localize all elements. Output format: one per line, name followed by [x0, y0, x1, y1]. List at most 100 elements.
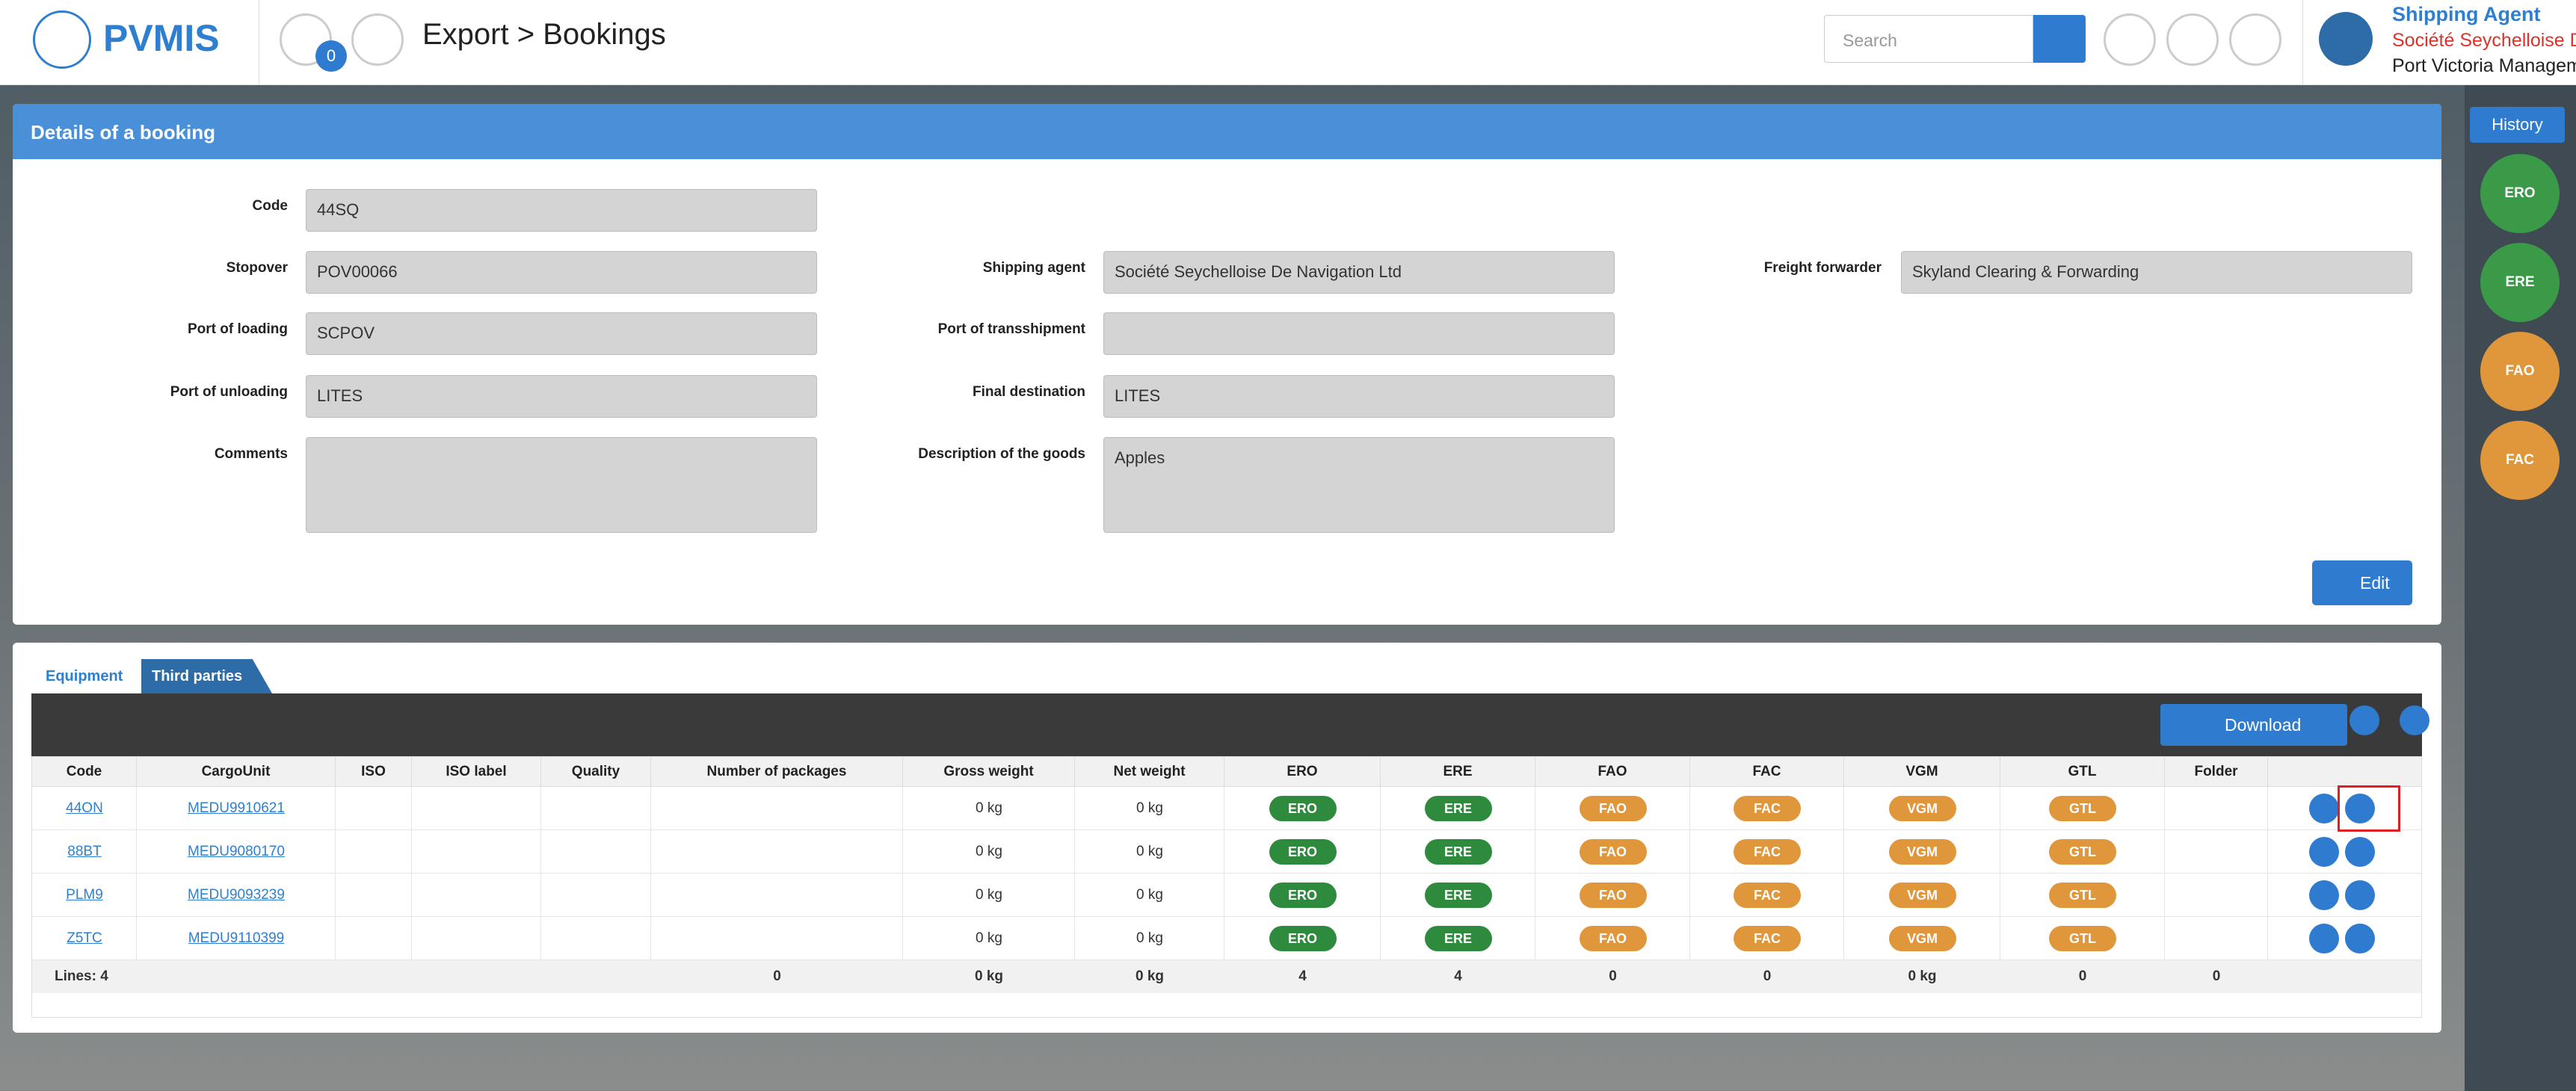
status-pill[interactable]: FAC	[1734, 796, 1801, 821]
status-pill[interactable]: GTL	[2049, 883, 2116, 908]
table-cell	[1075, 874, 1224, 917]
row-document-button[interactable]	[2345, 880, 2375, 910]
history-step[interactable]: FAO	[2480, 332, 2560, 411]
row-edit-button[interactable]	[2309, 794, 2339, 823]
avatar[interactable]	[2319, 12, 2373, 66]
add-button[interactable]	[2400, 705, 2429, 735]
footer-cell: 0	[773, 968, 781, 984]
cell-link[interactable]: 88BT	[67, 844, 102, 859]
footer-cell: 0 kg	[1908, 968, 1937, 984]
cell-link[interactable]: 44ON	[66, 800, 103, 816]
status-pill[interactable]: ERO	[1269, 796, 1337, 821]
settings-button[interactable]	[2166, 13, 2219, 66]
column-header: Code	[32, 757, 137, 787]
textarea[interactable]	[306, 437, 817, 533]
breadcrumb: Export > Bookings	[422, 18, 666, 51]
logo-text[interactable]: PVMIS	[103, 17, 220, 59]
status-pill[interactable]: ERE	[1424, 926, 1492, 951]
status-pill[interactable]: GTL	[2049, 926, 2116, 951]
status-pill[interactable]: VGM	[1888, 839, 1956, 865]
field-label: Port of loading	[187, 321, 288, 337]
text-input[interactable]: Skyland Clearing & Forwarding	[1901, 251, 2412, 294]
search-button[interactable]	[2033, 15, 2086, 63]
column-header: ERE	[1381, 757, 1535, 787]
power-button[interactable]	[2104, 13, 2156, 66]
cell-link[interactable]: MEDU9110399	[188, 930, 285, 946]
footer-row	[32, 960, 2421, 993]
table-cell	[2165, 917, 2268, 960]
footer-cell: 0	[2212, 968, 2221, 984]
status-pill[interactable]: FAO	[1579, 883, 1647, 908]
bulk-edit-button[interactable]	[2349, 705, 2379, 735]
text-input[interactable]: LITES	[306, 375, 817, 418]
status-pill[interactable]: ERO	[1269, 839, 1337, 865]
history-step[interactable]: ERO	[2480, 154, 2560, 233]
download-button[interactable]: Download	[2160, 704, 2347, 746]
status-pill[interactable]: GTL	[2049, 839, 2116, 865]
text-input[interactable]: 44SQ	[306, 189, 817, 232]
status-pill[interactable]: VGM	[1888, 926, 1956, 951]
row-edit-button[interactable]	[2309, 837, 2339, 867]
field-label: Code	[252, 198, 289, 214]
cell-link[interactable]: PLM9	[66, 887, 103, 903]
text-input[interactable]: LITES	[1103, 375, 1615, 418]
textarea[interactable]: Apples	[1103, 437, 1615, 533]
column-header: Folder	[2165, 757, 2268, 787]
row-document-button[interactable]	[2345, 924, 2375, 954]
panel-title: Details of a booking	[13, 104, 2441, 159]
text-input[interactable]: SCPOV	[306, 312, 817, 355]
row-edit-button[interactable]	[2309, 880, 2339, 910]
refresh-button[interactable]	[351, 13, 404, 66]
tab-active[interactable]: Third parties	[141, 659, 272, 693]
documents-button[interactable]	[280, 13, 332, 66]
search-input[interactable]: Search	[1824, 15, 2033, 63]
status-pill[interactable]: ERE	[1424, 796, 1492, 821]
cell-text: 0 kg	[1136, 930, 1163, 946]
status-pill[interactable]: FAO	[1579, 839, 1647, 865]
table-cell	[336, 787, 412, 830]
field-label: Final destination	[973, 384, 1085, 400]
text-input[interactable]: POV00066	[306, 251, 817, 294]
row-edit-button[interactable]	[2309, 924, 2339, 954]
info-button[interactable]	[2229, 13, 2281, 66]
text-input[interactable]: Société Seychelloise De Navigation Ltd	[1103, 251, 1615, 294]
history-step[interactable]: FAC	[2480, 421, 2560, 500]
status-pill[interactable]: ERO	[1269, 926, 1337, 951]
table-cell	[336, 830, 412, 874]
status-pill[interactable]: GTL	[2049, 796, 2116, 821]
table-cell	[412, 830, 541, 874]
status-pill[interactable]: FAC	[1734, 839, 1801, 865]
status-pill[interactable]: FAO	[1579, 926, 1647, 951]
cell-link[interactable]: MEDU9080170	[188, 844, 285, 859]
row-document-button[interactable]	[2345, 794, 2375, 823]
status-pill[interactable]: ERO	[1269, 883, 1337, 908]
status-pill[interactable]: VGM	[1888, 883, 1956, 908]
history-button[interactable]: History	[2470, 107, 2565, 143]
table-cell	[541, 787, 651, 830]
cell-link[interactable]: Z5TC	[67, 930, 102, 946]
column-header: Gross weight	[903, 757, 1075, 787]
table-cell	[32, 917, 137, 960]
field-label: Port of unloading	[170, 384, 288, 400]
table-cell	[2000, 787, 2165, 830]
cell-link[interactable]: MEDU9093239	[188, 887, 285, 903]
status-pill[interactable]: FAO	[1579, 796, 1647, 821]
table-cell	[903, 874, 1075, 917]
row-document-button[interactable]	[2345, 837, 2375, 867]
table-cell	[1075, 787, 1224, 830]
tab[interactable]: Equipment	[46, 668, 123, 684]
logo-icon[interactable]	[33, 10, 91, 69]
status-pill[interactable]: VGM	[1888, 796, 1956, 821]
table-cell	[1075, 830, 1224, 874]
column-header: VGM	[1844, 757, 2000, 787]
footer-cell: 4	[1454, 968, 1462, 984]
edit-button[interactable]: Edit	[2312, 560, 2412, 605]
table-cell	[336, 874, 412, 917]
cell-link[interactable]: MEDU9910621	[188, 800, 285, 816]
status-pill[interactable]: ERE	[1424, 883, 1492, 908]
history-step[interactable]: ERE	[2480, 243, 2560, 322]
status-pill[interactable]: FAC	[1734, 926, 1801, 951]
status-pill[interactable]: FAC	[1734, 883, 1801, 908]
status-pill[interactable]: ERE	[1424, 839, 1492, 865]
text-input[interactable]	[1103, 312, 1615, 355]
